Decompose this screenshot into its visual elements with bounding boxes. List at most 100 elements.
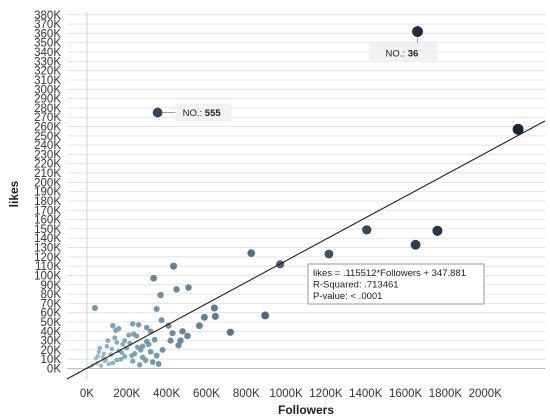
data-point[interactable] (126, 332, 132, 338)
trend-model-r-squared: R-Squared: .713461 (313, 280, 399, 291)
y-tick-label: 240K (34, 140, 61, 152)
data-point[interactable] (261, 311, 270, 320)
data-point[interactable] (112, 335, 118, 341)
x-tick-label: 200K (113, 388, 140, 400)
data-point[interactable] (155, 360, 162, 367)
x-tick-label: 1800K (429, 388, 463, 400)
trend-model-p-value: P-value: < .0001 (313, 291, 382, 302)
data-point[interactable] (114, 340, 120, 345)
data-point[interactable] (101, 351, 106, 356)
data-point[interactable] (158, 317, 165, 324)
data-point[interactable] (130, 358, 136, 364)
data-point[interactable] (118, 356, 124, 362)
y-tick-label: 30K (41, 336, 62, 348)
data-point[interactable] (135, 344, 141, 350)
data-point[interactable] (167, 337, 174, 344)
y-tick-label: 370K (34, 19, 61, 31)
data-point[interactable] (153, 352, 160, 359)
data-point[interactable] (177, 337, 184, 344)
data-point[interactable] (91, 305, 98, 312)
data-point[interactable] (153, 305, 160, 312)
data-point[interactable] (119, 350, 125, 356)
y-tick-label: 70K (41, 298, 62, 310)
data-point[interactable] (122, 353, 128, 359)
data-point[interactable] (105, 338, 111, 344)
data-point[interactable] (432, 225, 443, 236)
data-point[interactable] (210, 304, 218, 312)
data-point[interactable] (143, 338, 150, 345)
data-point[interactable] (143, 324, 150, 331)
annotation-text-36: NO.: 36 (386, 49, 419, 60)
y-tick-label: 300K (34, 84, 61, 96)
data-point[interactable] (106, 361, 111, 367)
data-point[interactable] (129, 321, 136, 327)
annotation-no-36: NO.: 36 (369, 37, 438, 62)
y-tick-label: 100K (34, 270, 61, 282)
data-point[interactable] (152, 107, 163, 118)
annotation-label-555: NO.: (183, 108, 203, 119)
data-point[interactable] (159, 346, 166, 353)
trend-model-tooltip: likes = .115512*Followers + 347.881 R-Sq… (307, 263, 485, 305)
data-point[interactable] (97, 345, 103, 351)
y-tick-label: 110K (35, 261, 61, 273)
y-tick-label: 250K (34, 131, 61, 143)
data-point[interactable] (362, 225, 372, 235)
data-point[interactable] (110, 360, 116, 366)
data-point[interactable] (109, 346, 115, 352)
x-tick-label: 1600K (389, 388, 423, 400)
data-point[interactable] (151, 336, 158, 343)
data-point[interactable] (114, 357, 120, 363)
annotation-value-555: 555 (205, 108, 222, 119)
data-point[interactable] (179, 328, 186, 335)
data-point[interactable] (169, 330, 176, 337)
data-point[interactable] (149, 359, 156, 365)
data-point[interactable] (412, 26, 423, 37)
data-point[interactable] (512, 123, 524, 135)
y-tick-label: 220K (34, 159, 61, 171)
x-tick-label: 600K (193, 388, 220, 400)
data-point[interactable] (142, 357, 149, 363)
trend-line[interactable] (66, 120, 546, 380)
data-point[interactable] (410, 239, 421, 250)
data-point[interactable] (226, 328, 234, 336)
data-point[interactable] (100, 355, 105, 360)
data-point[interactable] (324, 249, 334, 259)
y-tick-label: 360K (34, 28, 61, 40)
data-point[interactable] (110, 323, 116, 329)
data-point[interactable] (173, 286, 180, 293)
data-point[interactable] (150, 274, 158, 282)
annotation-label-36: NO.: (386, 49, 406, 60)
data-point[interactable] (95, 353, 100, 359)
data-point[interactable] (184, 332, 191, 340)
data-point[interactable] (185, 284, 192, 291)
y-tick-label: 200K (34, 177, 61, 189)
trend-model-tooltip-box (307, 263, 485, 305)
y-tick-label: 60K (41, 308, 62, 320)
data-point[interactable] (196, 322, 203, 330)
data-point[interactable] (134, 333, 140, 339)
data-point[interactable] (116, 325, 122, 332)
y-tick-label: 310K (34, 75, 61, 87)
data-point[interactable] (157, 291, 164, 299)
data-point[interactable] (211, 312, 219, 320)
data-point[interactable] (122, 338, 128, 344)
data-point[interactable] (247, 249, 256, 257)
y-tick-label: 320K (34, 66, 61, 78)
y-tick-label: 350K (34, 38, 61, 50)
y-tick-label: 330K (34, 56, 61, 68)
data-point[interactable] (147, 348, 154, 355)
data-point[interactable] (165, 322, 172, 329)
data-point[interactable] (98, 363, 103, 368)
annotation-value-36: 36 (408, 49, 419, 60)
data-point[interactable] (96, 349, 102, 354)
data-point[interactable] (200, 313, 208, 321)
x-tick-label: 1200K (309, 388, 343, 400)
data-point[interactable] (132, 351, 138, 357)
data-point[interactable] (135, 322, 142, 328)
data-point[interactable] (120, 341, 126, 347)
data-point[interactable] (104, 343, 110, 349)
data-point[interactable] (137, 362, 143, 368)
data-point[interactable] (139, 343, 146, 349)
data-point[interactable] (170, 262, 178, 270)
y-tick-label: 120K (34, 252, 61, 264)
